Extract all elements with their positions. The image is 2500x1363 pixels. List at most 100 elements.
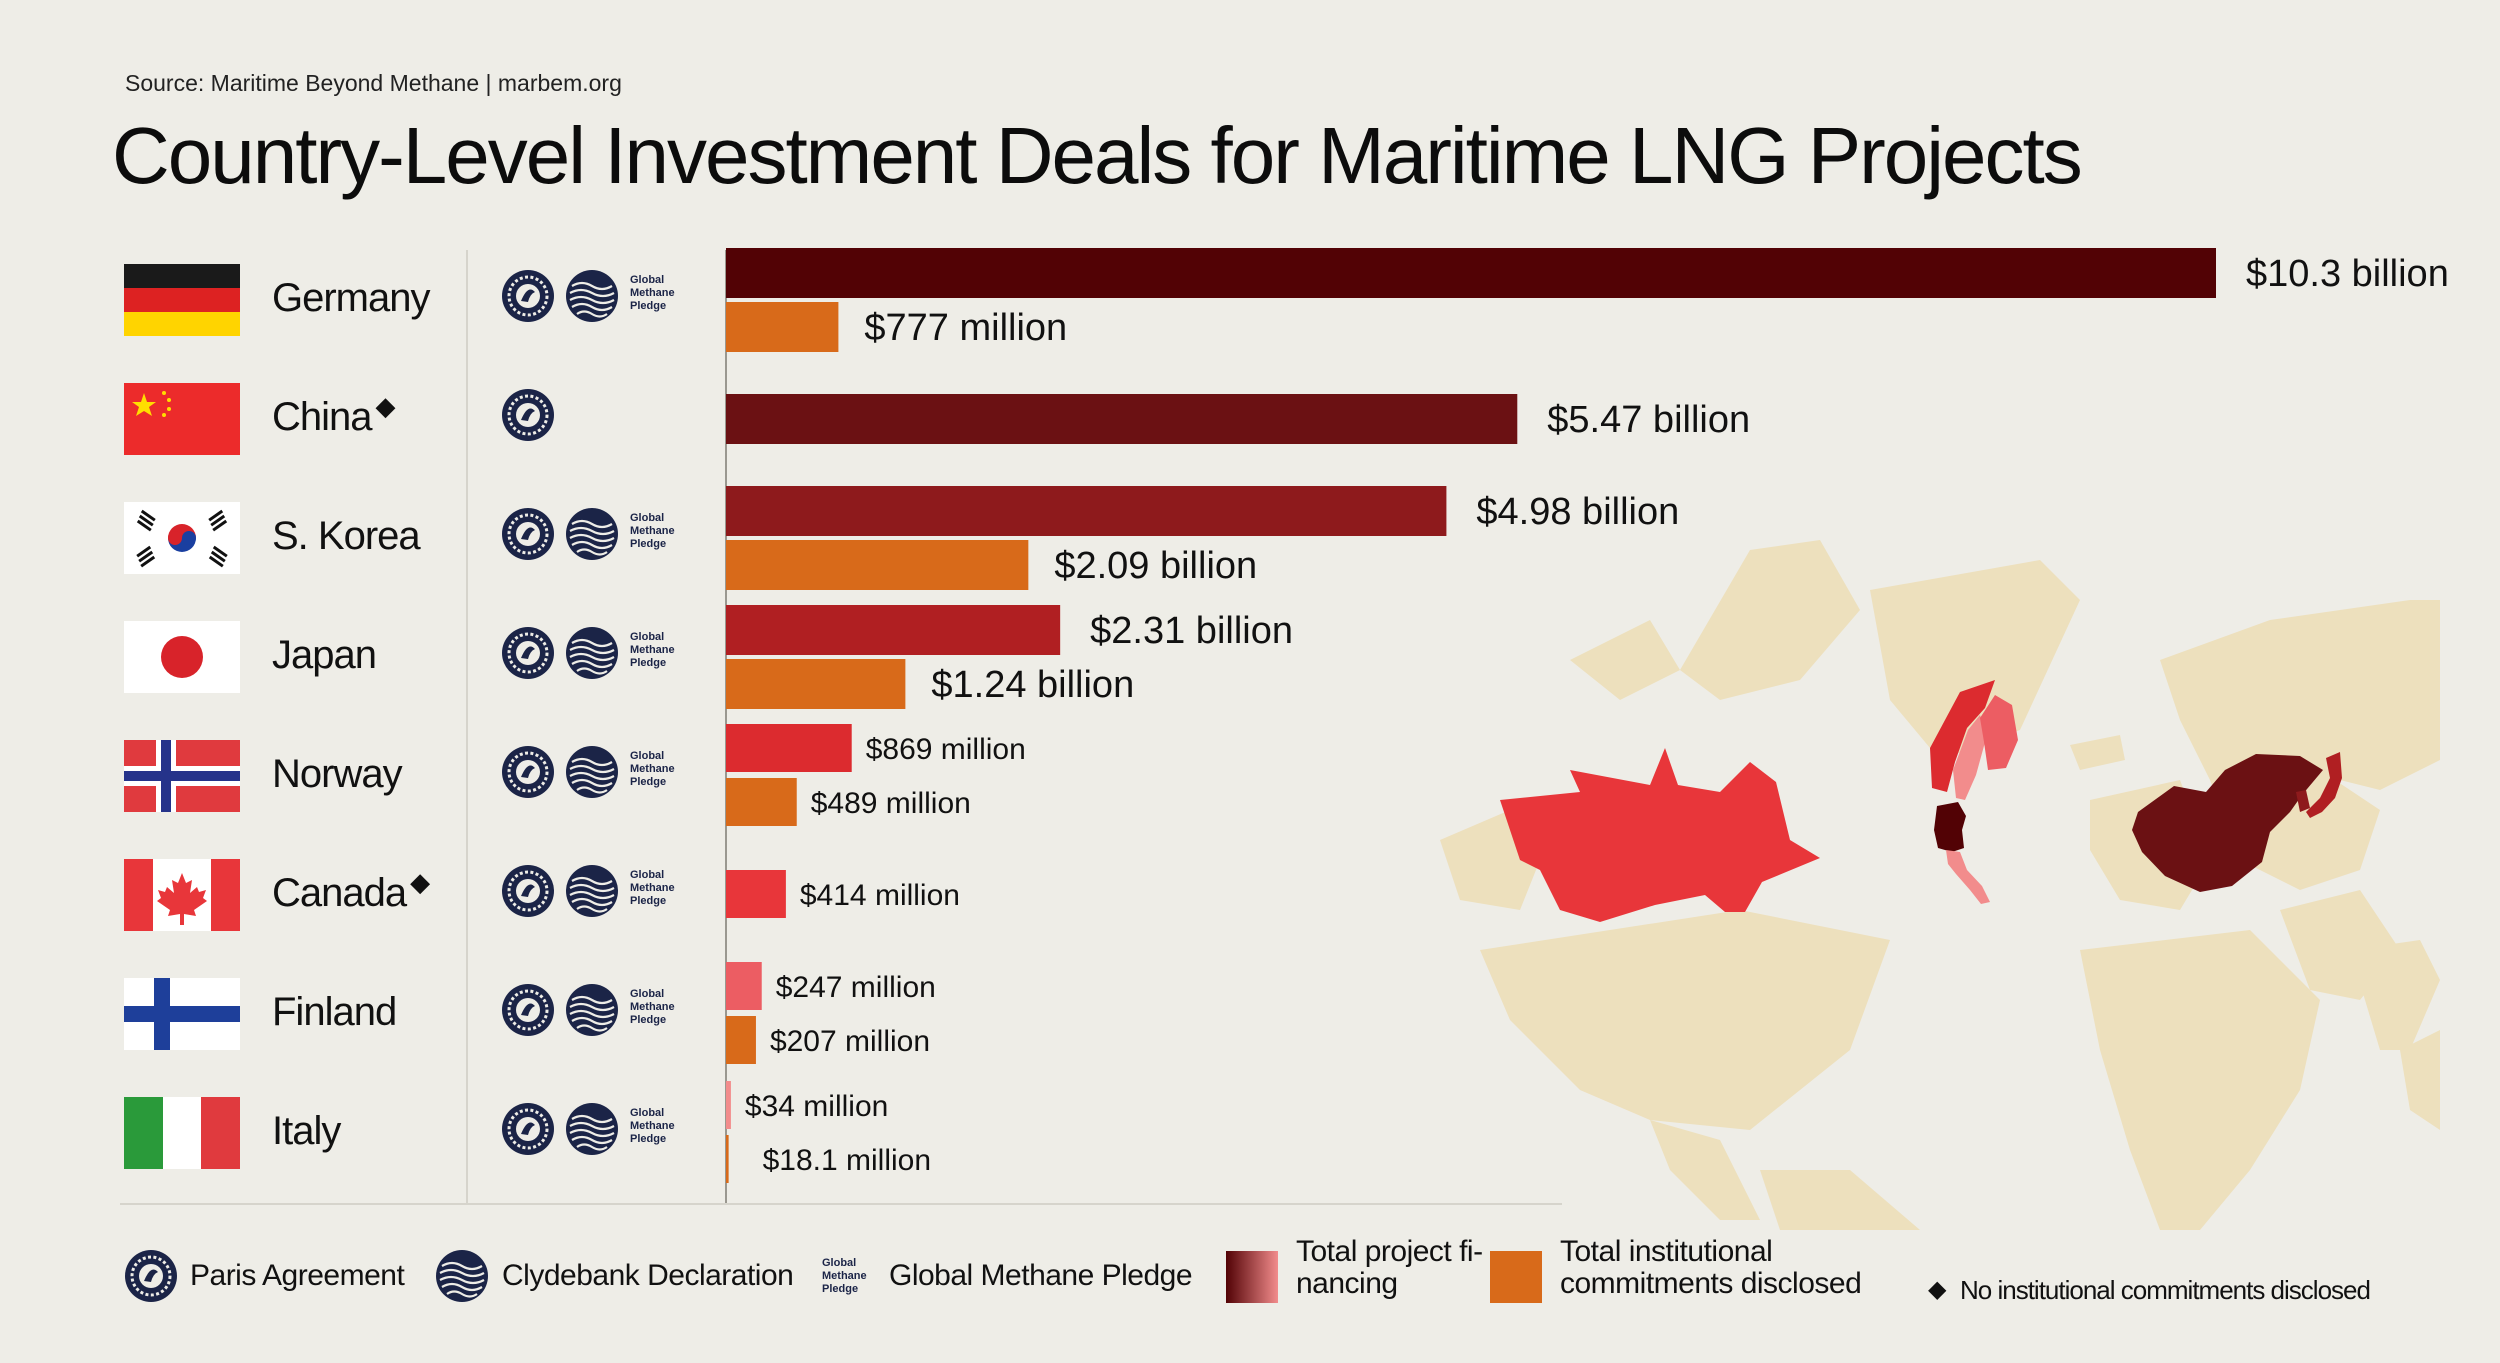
no-commitments-diamond-icon: ◆ [410, 867, 430, 897]
legend-diamond-icon: ◆ [1928, 1276, 1946, 1303]
clydebank-declaration-icon [564, 268, 620, 324]
bar-institutional-japan [726, 659, 906, 709]
flag-japan-icon [124, 621, 240, 693]
country-name-text: S. Korea [272, 514, 421, 558]
paris-agreement-icon [500, 863, 556, 919]
paris-agreement-icon [500, 625, 556, 681]
label-institutional: $1.24 billion [931, 664, 1134, 706]
country-name-text: Italy [272, 1109, 341, 1153]
map-china [2132, 754, 2323, 892]
bar-financing-norway [726, 724, 852, 772]
label-financing: $34 million [745, 1090, 888, 1123]
label-institutional: $777 million [864, 307, 1067, 349]
legend-paris-label: Paris Agreement [190, 1259, 405, 1292]
flag-finland-icon [124, 978, 240, 1050]
map-finland [1980, 695, 2018, 770]
global-methane-pledge-text: Global Methane Pledge [630, 750, 675, 788]
map-iceland [2070, 735, 2125, 770]
no-commitments-diamond-icon: ◆ [375, 391, 396, 421]
clydebank-declaration-icon [564, 744, 620, 800]
country-name: Italy [272, 1109, 341, 1154]
paris-agreement-icon [500, 1101, 556, 1157]
flag-s-korea-icon [124, 502, 240, 574]
map-central-america [1650, 1120, 1760, 1220]
country-name: Canada ◆ [272, 867, 430, 916]
country-name-text: Canada [272, 871, 407, 915]
map-africa [2080, 930, 2320, 1230]
divider-horizontal-bottom [120, 1203, 1562, 1205]
bar-institutional-italy [726, 1135, 729, 1183]
map-arctic-islands [1570, 620, 1680, 700]
legend-clydebank-declaration-icon [434, 1248, 490, 1304]
paris-agreement-icon [500, 387, 556, 443]
flag-china-icon [124, 383, 240, 455]
paris-agreement-icon [500, 744, 556, 800]
bar-financing-canada [726, 870, 786, 918]
global-methane-pledge-text: Global Methane Pledge [630, 512, 675, 550]
global-methane-pledge-text: Global Methane Pledge [630, 988, 675, 1026]
clydebank-declaration-icon [564, 1101, 620, 1157]
label-financing: $10.3 billion [2246, 253, 2449, 295]
bar-financing-italy [726, 1081, 731, 1129]
label-financing: $414 million [800, 879, 960, 912]
map-norway [1930, 680, 1995, 792]
map-south-korea [2296, 790, 2310, 812]
bar-institutional-germany [726, 302, 839, 352]
label-financing: $869 million [866, 733, 1026, 766]
global-methane-pledge-text: Global Methane Pledge [630, 274, 675, 312]
label-financing: $5.47 billion [1547, 399, 1750, 441]
country-name: Finland [272, 990, 397, 1035]
global-methane-pledge-text: Global Methane Pledge [630, 1107, 675, 1145]
legend: Paris Agreement Clydebank Declaration Gl… [0, 1235, 2500, 1325]
country-name-text: Japan [272, 633, 377, 677]
bar-institutional-finland [726, 1016, 756, 1064]
world-map [1440, 540, 2440, 1230]
legend-no-commitments-label: No institutional commitments disclosed [1960, 1275, 2371, 1305]
country-name-text: China [272, 395, 373, 439]
chart-title: Country-Level Investment Deals for Marit… [112, 111, 2083, 200]
gmp-line1: Global [822, 1257, 857, 1269]
gmp-line3: Pledge [822, 1283, 859, 1295]
legend-global-methane-pledge-icon: Global Methane Pledge [822, 1257, 867, 1296]
global-methane-pledge-text: Global Methane Pledge [630, 631, 675, 669]
map-greenland [1870, 560, 2080, 760]
country-row-s-korea: S. Korea Global Methane Pledge [0, 483, 760, 593]
paris-agreement-icon [500, 268, 556, 324]
country-row-finland: Finland Global Methane Pledge [0, 959, 760, 1069]
map-south-america [1760, 1170, 1920, 1230]
map-india [2350, 940, 2440, 1050]
legend-financing-label-line1: Total project fi- [1296, 1235, 1483, 1268]
bar-institutional-s-korea [726, 540, 1029, 590]
map-italy [1946, 850, 1990, 904]
country-row-china: China ◆ [0, 364, 760, 474]
legend-financing-swatch [1226, 1251, 1278, 1303]
country-name: Germany [272, 276, 430, 321]
flag-germany-icon [124, 264, 240, 336]
label-financing: $2.31 billion [1090, 610, 1293, 652]
legend-gmp-label: Global Methane Pledge [889, 1259, 1193, 1292]
paris-agreement-icon [500, 506, 556, 562]
flag-italy-icon [124, 1097, 240, 1169]
label-institutional: $207 million [770, 1025, 930, 1058]
label-institutional: $18.1 million [763, 1144, 931, 1177]
country-name: China ◆ [272, 391, 396, 440]
map-russia [2160, 600, 2440, 790]
source-note: Source: Maritime Beyond Methane | marbem… [125, 70, 622, 96]
country-row-norway: Norway Global Methane Pledge [0, 721, 760, 831]
country-name: S. Korea [272, 514, 421, 559]
legend-financing-label-line2: nancing [1296, 1267, 1398, 1300]
bar-financing-china [726, 394, 1518, 444]
label-institutional: $489 million [811, 787, 971, 820]
legend-institutional-label-line2: commitments disclosed [1560, 1267, 1862, 1300]
label-financing: $4.98 billion [1476, 491, 1679, 533]
clydebank-declaration-icon [564, 982, 620, 1038]
legend-institutional-label-line1: Total institutional [1560, 1235, 1773, 1268]
map-canada [1500, 748, 1820, 922]
gmp-line2: Methane [822, 1270, 867, 1282]
country-name: Norway [272, 752, 403, 797]
country-row-canada: Canada ◆ Global Methane Pledge [0, 840, 760, 950]
label-institutional: $2.09 billion [1054, 545, 1257, 587]
legend-institutional-swatch [1490, 1251, 1542, 1303]
clydebank-declaration-icon [564, 625, 620, 681]
